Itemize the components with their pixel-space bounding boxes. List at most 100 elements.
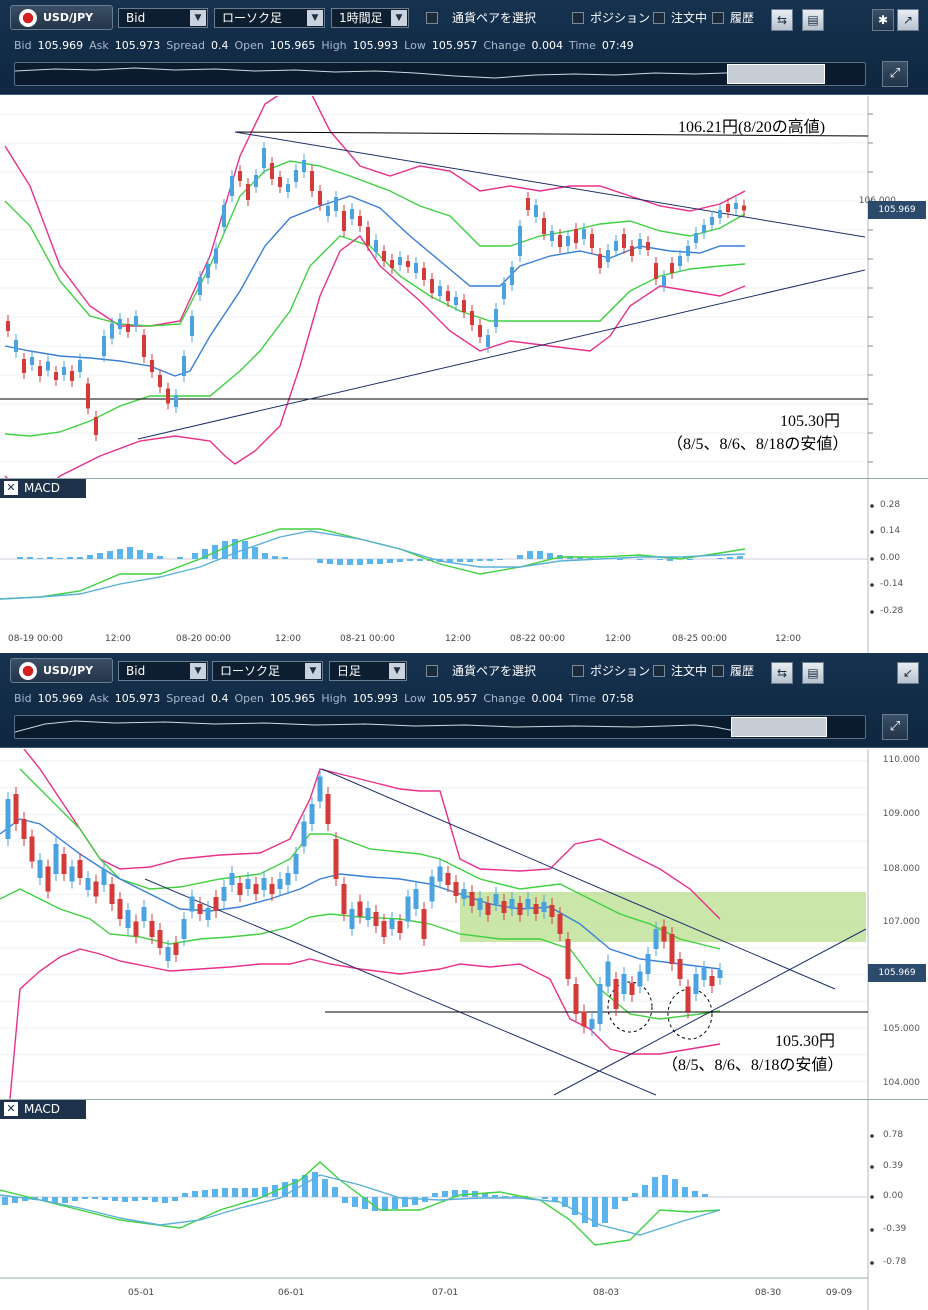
layout-button[interactable]: ⇆ <box>771 9 793 31</box>
pair-select-checkbox[interactable]: 通貨ペアを選択 <box>426 11 536 25</box>
history-checkbox[interactable]: 履歴 <box>712 11 754 25</box>
window-button[interactable]: ▤ <box>802 662 824 684</box>
macd-histogram-bar <box>182 1193 188 1197</box>
macd-histogram-bar <box>687 559 693 560</box>
orders-checkbox[interactable]: 注文中 <box>653 11 707 25</box>
candle-body <box>454 297 458 305</box>
macd-histogram-bar <box>282 1182 288 1197</box>
macd-tick-label: 0.00 <box>883 1191 904 1201</box>
price-type-select[interactable]: Bid ▼ <box>118 661 208 681</box>
macd-tick-dot <box>870 1165 874 1169</box>
macd-chart[interactable]: ✕ MACD 0.28 0.14 0.00 -0.14 -0.28 08-19 00:00… <box>0 478 928 653</box>
checkbox-box[interactable] <box>712 12 724 24</box>
candle-body <box>446 291 450 301</box>
candle-body <box>349 909 355 929</box>
symbol-selector[interactable]: USD/JPY <box>10 658 113 683</box>
macd-histogram-bar <box>392 1197 398 1209</box>
bid-value: 105.969 <box>37 692 84 705</box>
chart-navigator[interactable] <box>14 62 866 86</box>
checkbox-box[interactable] <box>426 12 438 24</box>
macd-histogram-bar <box>582 1197 588 1223</box>
macd-chart[interactable]: ✕ MACD 0.78 0.39 0.00 -0.39 -0.78 05-01 06-01 0… <box>0 1099 928 1310</box>
candle-body <box>461 889 467 899</box>
macd-histogram-bar <box>2 1197 8 1205</box>
macd-histogram-bar <box>342 1197 348 1203</box>
history-checkbox[interactable]: 履歴 <box>712 664 754 678</box>
macd-histogram-bar <box>382 1197 388 1211</box>
macd-histogram-bar <box>527 551 533 559</box>
candle-body <box>709 976 715 986</box>
candle-body <box>238 171 242 181</box>
close-icon[interactable]: ✕ <box>4 481 18 495</box>
macd-line <box>0 1161 721 1246</box>
chevron-down-icon: ▼ <box>391 10 407 26</box>
candle-body <box>286 184 290 192</box>
candle-body <box>662 276 666 286</box>
checkbox-box[interactable] <box>653 665 665 677</box>
macd-histogram-bar <box>672 1179 678 1197</box>
candle-body <box>429 876 435 902</box>
orders-checkbox[interactable]: 注文中 <box>653 664 707 678</box>
chevron-down-icon: ▼ <box>190 663 206 679</box>
candle-body <box>565 939 571 979</box>
layout-button[interactable]: ⇆ <box>771 662 793 684</box>
candle-body <box>589 1019 595 1029</box>
macd-histogram-bar <box>127 547 133 559</box>
high-annotation: 106.21円(8/20の高値) <box>678 119 826 136</box>
price-type-select[interactable]: Bid ▼ <box>118 8 208 28</box>
chart-type-select[interactable]: ローソク足 ▼ <box>212 661 323 681</box>
timeframe-select[interactable]: 日足 ▼ <box>329 661 407 681</box>
positions-checkbox[interactable]: ポジション <box>572 11 650 25</box>
checkbox-box[interactable] <box>426 665 438 677</box>
chart-type-value: ローソク足 <box>222 11 283 25</box>
candle-body <box>14 340 18 352</box>
candle-body <box>334 197 338 211</box>
macd-histogram-bar <box>562 1197 568 1207</box>
bid-key: Bid <box>14 39 32 52</box>
checkbox-box[interactable] <box>712 665 724 677</box>
trendline-upper <box>321 768 836 990</box>
macd-tick-label: -0.39 <box>883 1224 907 1234</box>
candle-body <box>101 869 107 885</box>
candle-body <box>133 921 139 937</box>
macd-histogram-bar <box>147 553 153 559</box>
settings-button[interactable]: ✱ <box>872 9 894 31</box>
timeframe-select[interactable]: 1時間足 ▼ <box>331 8 409 28</box>
checkbox-box[interactable] <box>653 12 665 24</box>
macd-histogram-bar <box>452 1190 458 1197</box>
price-chart[interactable]: 110.000 109.000 108.000 107.000 105.000 104.0… <box>0 749 928 1099</box>
candle-body <box>549 905 555 917</box>
candle-body <box>373 912 379 926</box>
candle-body <box>510 267 514 285</box>
candle-body <box>358 216 362 226</box>
navigator-window[interactable] <box>727 64 825 84</box>
macd-tick-label: 0.00 <box>880 553 901 563</box>
checkbox-box[interactable] <box>572 12 584 24</box>
expand-button[interactable]: ↗ <box>897 9 919 31</box>
candle-body <box>277 879 283 889</box>
checkbox-box[interactable] <box>572 665 584 677</box>
navigator-expand-button[interactable]: ⤢ <box>882 61 908 87</box>
macd-histogram-bar <box>112 1197 118 1201</box>
navigator-expand-button[interactable]: ⤢ <box>882 714 908 740</box>
window-button[interactable]: ▤ <box>802 9 824 31</box>
collapse-button[interactable]: ↙ <box>897 662 919 684</box>
macd-histogram-bar <box>332 1187 338 1197</box>
candle-body <box>21 819 27 839</box>
macd-histogram-bar <box>717 558 723 559</box>
chart-navigator[interactable] <box>14 715 866 739</box>
candle-body <box>189 896 195 912</box>
navigator-window[interactable] <box>731 717 827 737</box>
pair-select-checkbox[interactable]: 通貨ペアを選択 <box>426 664 536 678</box>
symbol-selector[interactable]: USD/JPY <box>10 5 113 30</box>
close-icon[interactable]: ✕ <box>4 1102 18 1116</box>
macd-histogram-bar <box>12 1197 18 1203</box>
positions-checkbox[interactable]: ポジション <box>572 664 650 678</box>
candle-body <box>558 235 562 247</box>
macd-histogram-bar <box>637 559 643 560</box>
chart-type-select[interactable]: ローソク足 ▼ <box>214 8 325 28</box>
candle-body <box>45 866 51 892</box>
macd-histogram-bar <box>622 1197 628 1201</box>
price-chart[interactable]: 106.000 105.969 106.21円(8/20の高値) 105.30円… <box>0 96 928 478</box>
candle-body <box>734 203 738 209</box>
